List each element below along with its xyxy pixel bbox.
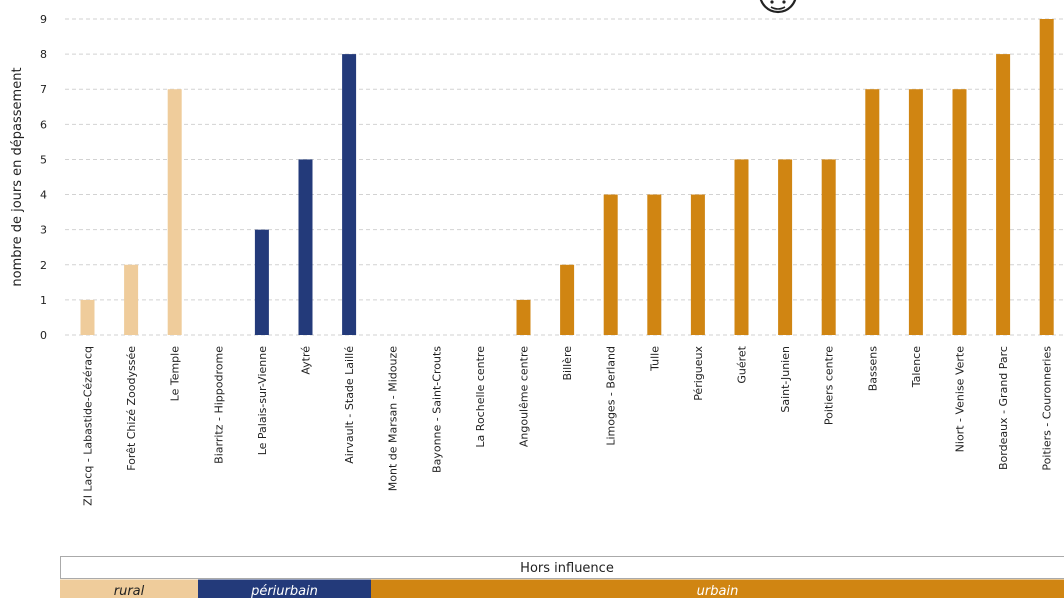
x-tick-label: Angoulême centre: [518, 346, 531, 447]
group-band-périurbain: [198, 579, 371, 598]
influence-band: [60, 556, 1064, 579]
bar: [952, 89, 967, 335]
bar: [342, 54, 357, 335]
bar: [647, 194, 662, 335]
y-tick-label: 5: [40, 153, 47, 166]
group-bands: Hors influence rural périurbain urbain: [60, 556, 1064, 598]
group-band-label: urbain: [697, 584, 739, 598]
bar: [80, 299, 95, 335]
y-axis-label: nombre de jours en dépassement: [10, 67, 25, 286]
x-tick-label: Aytré: [300, 346, 313, 375]
bar: [1039, 19, 1054, 335]
x-tick-label: Bayonne - Saint-Crouts: [430, 346, 443, 473]
group-band-urbain: [371, 579, 1064, 598]
x-tick-label: Mont de Marsan - Midouze: [387, 346, 400, 491]
x-tick-label: Poitiers - Couronneries: [1041, 346, 1054, 471]
bar: [254, 229, 269, 335]
x-tick-label: Billère: [561, 346, 574, 381]
bar: [603, 194, 618, 335]
bar: [167, 89, 182, 335]
x-tick-label: Biarritz - Hippodrome: [212, 346, 225, 464]
influence-label: Hors influence: [520, 561, 614, 576]
bar: [778, 159, 793, 335]
y-tick-label: 6: [40, 118, 47, 131]
y-axis-ticks: 0 1 2 3 4 5 6 7 8 9: [40, 13, 47, 342]
bar: [734, 159, 749, 335]
x-tick-label: Forêt Chizé Zoodyssée: [125, 346, 138, 471]
y-tick-label: 4: [40, 189, 47, 202]
x-tick-label: Le Palais-sur-Vienne: [256, 346, 269, 456]
y-tick-label: 1: [40, 294, 47, 307]
bar: [298, 159, 313, 335]
y-tick-label: 8: [40, 48, 47, 61]
bar: [908, 89, 923, 335]
face-icon: [759, 0, 797, 14]
group-band-label: rural: [114, 584, 145, 598]
x-tick-label: Niort - Venise Verte: [954, 346, 967, 453]
bar: [865, 89, 880, 335]
x-tick-label: La Rochelle centre: [474, 346, 487, 448]
x-tick-label: Saint-Junien: [779, 346, 792, 413]
x-tick-label: Bordeaux - Grand Parc: [997, 346, 1010, 470]
x-tick-label: Poitiers centre: [823, 346, 836, 425]
x-tick-label: Le Temple: [169, 346, 182, 402]
bar: [560, 264, 575, 335]
group-band-rural: [60, 579, 198, 598]
x-tick-label: Bassens: [866, 346, 879, 391]
x-tick-label: Guéret: [736, 345, 749, 383]
y-tick-label: 7: [40, 83, 47, 96]
y-tick-label: 2: [40, 259, 47, 272]
x-tick-label: Limoges - Berland: [605, 346, 618, 446]
bar: [124, 264, 139, 335]
y-tick-label: 0: [40, 329, 47, 342]
x-tick-label: ZI Lacq - Labastide-Cézéracq: [82, 346, 95, 506]
x-tick-label: Tulle: [648, 346, 661, 372]
y-tick-label: 3: [40, 224, 47, 237]
x-tick-label: Talence: [910, 346, 923, 388]
y-tick-label: 9: [40, 13, 47, 26]
group-band-label: périurbain: [250, 584, 318, 598]
bar: [690, 194, 705, 335]
bars: [80, 19, 1054, 335]
x-tick-label: Périgueux: [692, 346, 705, 401]
x-axis-ticks: ZI Lacq - Labastide-Cézéracq Forêt Chizé …: [82, 345, 1054, 506]
bar: [996, 54, 1011, 335]
x-tick-label: Airvault - Stade Laillé: [343, 346, 356, 464]
bar: [821, 159, 836, 335]
bar: [516, 299, 531, 335]
